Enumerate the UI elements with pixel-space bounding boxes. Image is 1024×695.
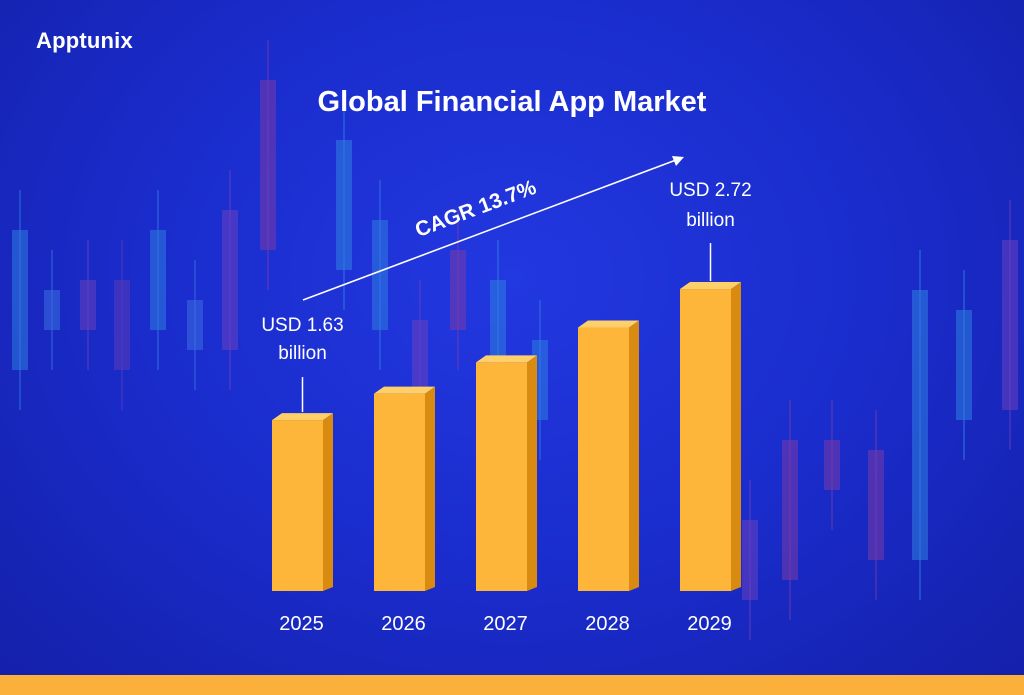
data-label: billion: [278, 343, 327, 364]
bar-top: [272, 413, 333, 421]
trend-arrow-head: [672, 156, 684, 166]
candle-body: [868, 450, 884, 560]
candle-body: [956, 310, 972, 420]
bar-front: [374, 393, 425, 591]
bar-2029: [680, 282, 741, 591]
bar-side: [629, 320, 639, 591]
candle-body: [1002, 240, 1018, 410]
bar-side: [527, 355, 537, 591]
x-tick-label: 2027: [483, 613, 528, 635]
bar-front: [272, 420, 323, 591]
footer-bar: [0, 675, 1024, 695]
candle-body: [222, 210, 238, 350]
bar-side: [323, 413, 333, 591]
x-tick-label: 2026: [381, 613, 426, 635]
candle-body: [742, 520, 758, 600]
bar-side: [731, 282, 741, 591]
candle-body: [912, 290, 928, 560]
data-label: USD 1.63: [261, 315, 343, 336]
chart-title: Global Financial App Market: [317, 86, 707, 118]
bar-front: [476, 362, 527, 591]
bar-2028: [578, 320, 639, 591]
candle-body: [824, 440, 840, 490]
bar-top: [680, 282, 741, 290]
bar-side: [425, 386, 435, 591]
x-tick-label: 2029: [687, 613, 732, 635]
cagr-label: CAGR 13.7%: [412, 176, 540, 242]
bar-2025: [272, 413, 333, 591]
candle-body: [187, 300, 203, 350]
candle-body: [114, 280, 130, 370]
bar-top: [476, 355, 537, 363]
trend-arrow-line: [302, 159, 677, 301]
bar-2027: [476, 355, 537, 591]
data-label: USD 2.72: [669, 180, 751, 201]
candle-body: [450, 250, 466, 330]
candle-body: [150, 230, 166, 330]
candle-body: [80, 280, 96, 330]
apptunix-logo: Apptunix: [36, 28, 133, 53]
bar-top: [374, 386, 435, 394]
candle-body: [12, 230, 28, 370]
candle-body: [44, 290, 60, 330]
bar-front: [680, 289, 731, 591]
candle-body: [782, 440, 798, 580]
bar-front: [578, 327, 629, 591]
candle-body: [336, 140, 352, 270]
bar-2026: [374, 386, 435, 591]
candle-body: [412, 320, 428, 400]
bar-top: [578, 320, 639, 328]
data-label: billion: [686, 210, 735, 231]
candle-body: [490, 280, 506, 380]
candle-body: [372, 220, 388, 330]
x-tick-label: 2025: [279, 613, 324, 635]
x-tick-label: 2028: [585, 613, 630, 635]
candle-body: [260, 80, 276, 250]
